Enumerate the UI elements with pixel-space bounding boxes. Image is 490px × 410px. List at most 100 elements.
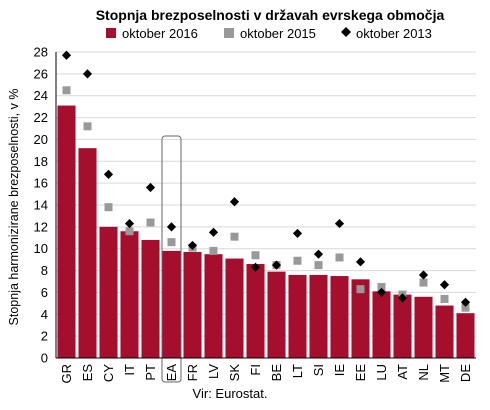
y-tick-label-0: 0 (41, 351, 48, 366)
bars-oktober-2016 (57, 105, 475, 358)
diamond-es (82, 69, 93, 79)
x-tick-label-de: DE (458, 364, 473, 382)
square-nl (419, 278, 428, 287)
diamond-ee (355, 257, 366, 267)
diamond-si (313, 249, 324, 259)
square-gr (62, 86, 71, 95)
diamond-cy (103, 169, 114, 179)
bar-lv (204, 254, 223, 358)
diamond-gr (61, 50, 72, 60)
square-lv (209, 246, 218, 255)
bar-at (393, 294, 412, 358)
square-ee (356, 285, 365, 294)
y-tick-label-18: 18 (34, 154, 48, 169)
y-tick-label-14: 14 (34, 198, 48, 213)
highlight-box (161, 135, 182, 383)
square-lt (293, 256, 302, 265)
diamond-be (271, 260, 282, 270)
square-si (314, 261, 323, 270)
legend-swatch-oktober-2016 (106, 28, 116, 38)
square-de (461, 303, 470, 312)
x-tick-label-lv: LV (206, 364, 221, 379)
x-tick-label-cy: CY (101, 364, 116, 382)
bar-cy (99, 226, 118, 358)
bar-be (267, 271, 286, 358)
y-tick-label-22: 22 (34, 110, 48, 125)
square-fi (251, 251, 260, 260)
diamond-nl (418, 270, 429, 280)
y-tick-label-12: 12 (34, 219, 48, 234)
legend-label-oktober-2013: oktober 2013 (356, 26, 432, 41)
source-note: Vir: Eurostat. (193, 386, 268, 401)
diamond-sk (229, 197, 240, 207)
diamond-it (124, 218, 135, 229)
diamond-fr (187, 240, 198, 251)
x-tick-label-nl: NL (416, 364, 431, 381)
y-tick-label-2: 2 (41, 329, 48, 344)
diamond-mt (439, 280, 450, 290)
x-tick-label-ea: EA (164, 364, 179, 382)
bar-lt (288, 274, 307, 358)
bar-pt (141, 239, 160, 358)
x-tick-label-fr: FR (185, 364, 200, 381)
square-ie (335, 253, 344, 262)
diamond-de (460, 297, 471, 307)
x-tick-label-gr: GR (59, 364, 74, 384)
markers-oktober-2015 (62, 86, 470, 312)
diamond-pt (145, 182, 156, 193)
x-tick-label-pt: PT (143, 364, 158, 381)
x-tick-label-at: AT (395, 364, 410, 380)
x-tick-label-si: SI (311, 364, 326, 376)
x-tick-label-it: IT (122, 364, 137, 376)
square-es (83, 122, 92, 131)
chart-title: Stopnja brezposelnosti v državah evrskeg… (96, 7, 445, 23)
y-tick-label-10: 10 (34, 241, 48, 256)
axes (55, 52, 476, 359)
y-tick-label-6: 6 (41, 285, 48, 300)
bar-ea (162, 250, 181, 358)
x-tick-label-es: ES (80, 364, 95, 382)
bar-es (78, 148, 97, 358)
square-sk (230, 232, 239, 241)
square-it (125, 227, 134, 236)
bar-fi (246, 264, 265, 358)
bar-de (456, 313, 475, 358)
y-tick-label-20: 20 (34, 132, 48, 147)
bar-nl (414, 296, 433, 358)
bar-sk (225, 258, 244, 358)
bar-fr (183, 251, 202, 358)
bar-it (120, 231, 139, 358)
x-tick-label-ee: EE (353, 364, 368, 382)
bar-ee (351, 279, 370, 358)
x-tick-label-fi: FI (248, 364, 263, 376)
x-tick-label-be: BE (269, 364, 284, 382)
square-cy (104, 203, 113, 212)
y-tick-label-26: 26 (34, 66, 48, 81)
legend-label-oktober-2016: oktober 2016 (122, 26, 198, 41)
bar-si (309, 274, 328, 358)
square-mt (440, 294, 449, 303)
x-tick-label-mt: MT (437, 364, 452, 383)
legend-label-oktober-2015: oktober 2015 (240, 26, 316, 41)
diamond-lv (208, 227, 219, 237)
bar-lu (372, 291, 391, 358)
square-ea (167, 238, 176, 247)
diamond-ie (334, 218, 345, 229)
highlight-box-ea (161, 135, 182, 383)
diamond-ea (166, 222, 177, 232)
diamond-lt (292, 228, 303, 239)
diamond-fi (250, 262, 261, 272)
markers-oktober-2013 (61, 50, 471, 307)
x-tick-label-lu: LU (374, 364, 389, 381)
diamond-lu (376, 287, 387, 298)
y-tick-label-4: 4 (41, 307, 48, 322)
x-tick-label-lt: LT (290, 364, 305, 378)
gridlines (56, 51, 476, 337)
legend-swatch-oktober-2015 (224, 28, 234, 38)
bar-gr (57, 105, 76, 358)
y-tick-label-8: 8 (41, 263, 48, 278)
y-tick-label-28: 28 (34, 45, 48, 60)
y-tick-label-24: 24 (34, 88, 48, 103)
